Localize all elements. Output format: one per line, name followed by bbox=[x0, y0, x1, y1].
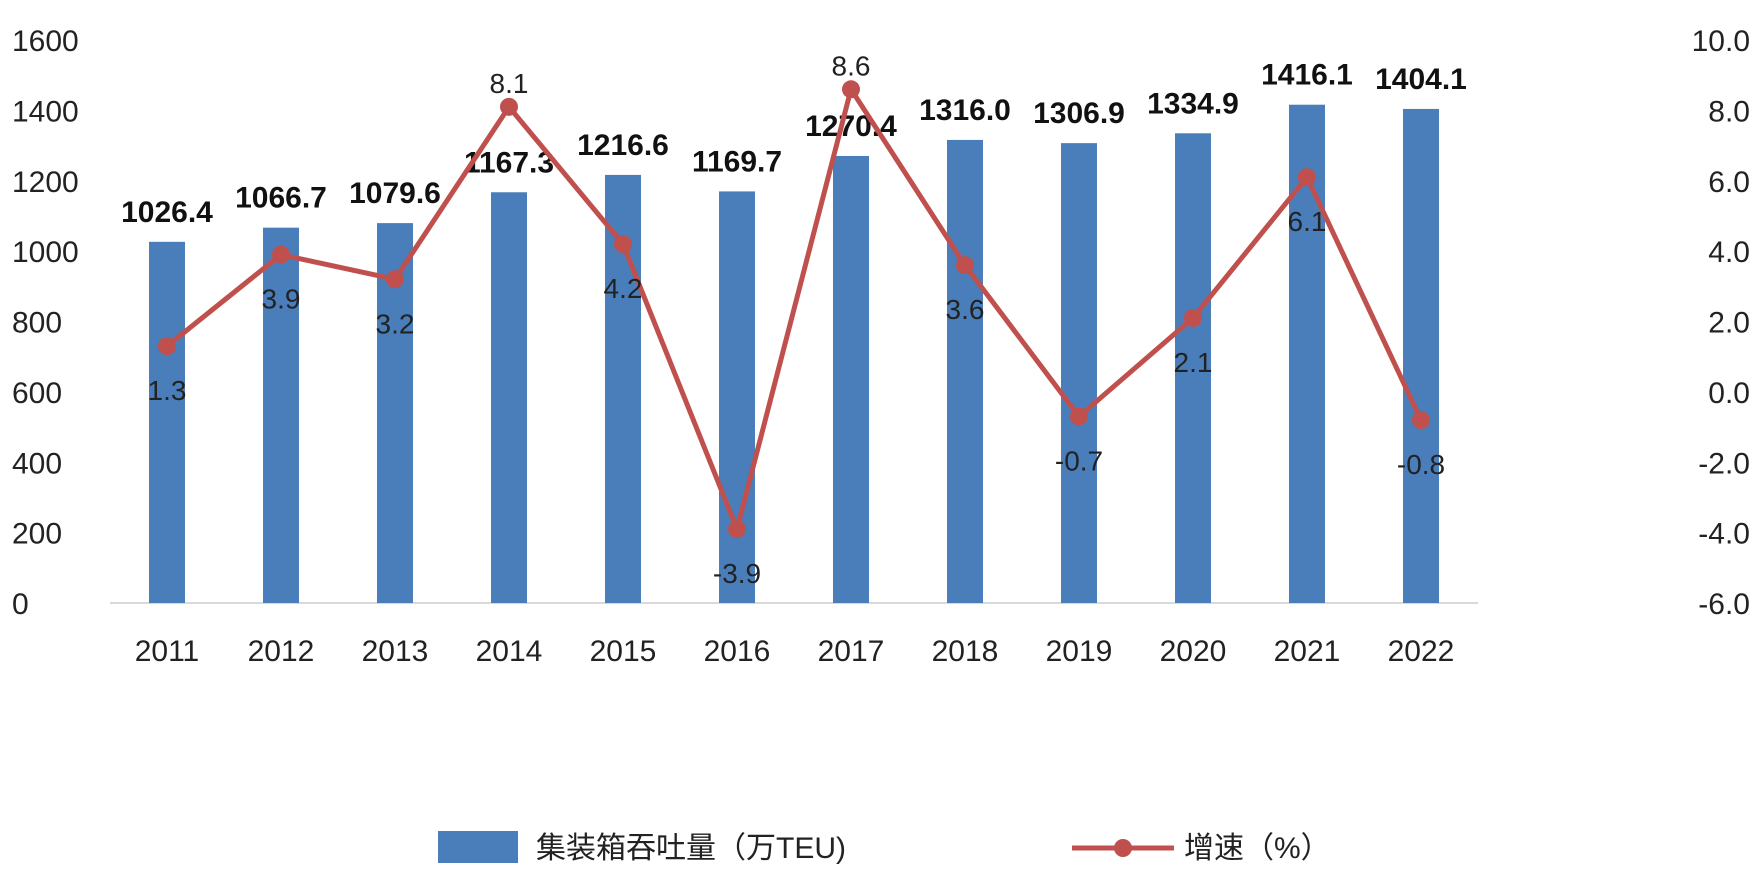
legend-bar-label: 集装箱吞吐量（万TEU) bbox=[536, 832, 846, 865]
left-tick-label: 200 bbox=[12, 518, 62, 551]
bar bbox=[947, 139, 983, 603]
bar bbox=[149, 241, 185, 603]
right-tick-label: 2.0 bbox=[1708, 307, 1750, 340]
right-tick-label: -2.0 bbox=[1698, 447, 1750, 480]
line-point bbox=[1184, 308, 1202, 327]
line-series bbox=[158, 80, 1430, 539]
line-point bbox=[386, 270, 404, 289]
line-point bbox=[842, 80, 860, 99]
line-point bbox=[1298, 168, 1316, 187]
x-tick-label: 2016 bbox=[704, 635, 771, 668]
line-value-label: 8.6 bbox=[832, 50, 871, 81]
bar-value-label: 1216.6 bbox=[577, 129, 669, 162]
line-value-label: -0.7 bbox=[1055, 446, 1103, 477]
x-tick-label: 2019 bbox=[1046, 635, 1113, 668]
left-tick-label: 1000 bbox=[12, 236, 79, 269]
line-data-labels: 1.3 3.9 3.2 8.1 4.2 -3.9 8.6 3.6 -0.7 2.1 6.1 -0.8 bbox=[148, 50, 1446, 589]
left-tick-label: 1400 bbox=[12, 95, 79, 128]
bar-series bbox=[149, 104, 1439, 604]
left-tick-label: 1200 bbox=[12, 166, 79, 199]
legend-line-marker bbox=[1114, 839, 1132, 857]
bar-value-label: 1334.9 bbox=[1147, 87, 1239, 120]
right-tick-label: 6.0 bbox=[1708, 166, 1750, 199]
x-axis: 2011 2012 2013 2014 2015 2016 2017 2018 2019 2020… bbox=[135, 635, 1455, 668]
line-value-label: 3.6 bbox=[946, 294, 985, 325]
bar-value-label: 1026.4 bbox=[121, 196, 213, 229]
bar bbox=[1175, 133, 1211, 604]
line-value-label: 8.1 bbox=[490, 68, 529, 99]
x-tick-label: 2014 bbox=[476, 635, 543, 668]
right-tick-label: -4.0 bbox=[1698, 518, 1750, 551]
bar-value-label: 1306.9 bbox=[1033, 97, 1125, 130]
line-value-label: -3.9 bbox=[713, 558, 761, 589]
line-point bbox=[1070, 407, 1088, 426]
right-tick-label: 10.0 bbox=[1692, 25, 1750, 58]
bar bbox=[491, 192, 527, 603]
left-tick-label: 800 bbox=[12, 307, 62, 340]
left-tick-label: 0 bbox=[12, 588, 29, 621]
x-tick-label: 2018 bbox=[932, 635, 999, 668]
bar-value-label: 1416.1 bbox=[1261, 59, 1353, 92]
bar-value-label: 1066.7 bbox=[235, 182, 327, 215]
x-tick-label: 2021 bbox=[1274, 635, 1341, 668]
x-tick-label: 2017 bbox=[818, 635, 885, 668]
bar bbox=[1289, 104, 1325, 604]
bar-value-label: 1404.1 bbox=[1375, 63, 1467, 96]
bar bbox=[263, 227, 299, 603]
line-value-label: 2.1 bbox=[1174, 347, 1213, 378]
left-axis: 0 200 400 600 800 1000 1200 1400 1600 bbox=[12, 25, 79, 621]
right-axis: -6.0 -4.0 -2.0 0.0 2.0 4.0 6.0 8.0 10.0 bbox=[1692, 25, 1750, 621]
bar bbox=[833, 155, 869, 603]
line-point bbox=[272, 245, 290, 264]
line-point bbox=[158, 337, 176, 356]
line-point bbox=[728, 520, 746, 539]
x-tick-label: 2022 bbox=[1388, 635, 1455, 668]
right-tick-label: -6.0 bbox=[1698, 588, 1750, 621]
right-tick-label: 0.0 bbox=[1708, 377, 1750, 410]
bar-data-labels: 1026.4 1066.7 1079.61167.31216.61169.71270… bbox=[121, 59, 1467, 229]
x-tick-label: 2011 bbox=[135, 635, 200, 668]
bar bbox=[1061, 143, 1097, 603]
x-tick-label: 2013 bbox=[362, 635, 429, 668]
line-value-label: -0.8 bbox=[1397, 449, 1445, 480]
legend-line-label: 增速（%） bbox=[1184, 832, 1331, 865]
line-value-label: 1.3 bbox=[148, 375, 187, 406]
line-value-label: 3.9 bbox=[262, 284, 301, 315]
legend-bar-swatch bbox=[438, 831, 518, 863]
bar bbox=[719, 191, 755, 604]
legend: 集装箱吞吐量（万TEU) 增速（%） bbox=[438, 831, 1331, 865]
right-tick-label: 4.0 bbox=[1708, 236, 1750, 269]
x-tick-label: 2012 bbox=[248, 635, 315, 668]
line-value-label: 3.2 bbox=[376, 308, 415, 339]
x-tick-label: 2015 bbox=[590, 635, 657, 668]
left-tick-label: 600 bbox=[12, 377, 62, 410]
left-tick-label: 400 bbox=[12, 447, 62, 480]
line-point bbox=[500, 97, 518, 116]
line-point bbox=[614, 235, 632, 254]
bar-value-label: 1169.7 bbox=[692, 145, 782, 178]
line-point bbox=[956, 256, 974, 275]
right-tick-label: 8.0 bbox=[1708, 95, 1750, 128]
line-value-label: 4.2 bbox=[604, 273, 643, 304]
line-value-label: 6.1 bbox=[1288, 206, 1327, 237]
bar-value-label: 1079.6 bbox=[349, 177, 441, 210]
growth-line bbox=[165, 86, 1424, 532]
bar bbox=[1403, 108, 1439, 603]
x-tick-label: 2020 bbox=[1160, 635, 1227, 668]
bar-value-label: 1316.0 bbox=[919, 94, 1011, 127]
line-point bbox=[1412, 411, 1430, 430]
left-tick-label: 1600 bbox=[12, 25, 79, 58]
